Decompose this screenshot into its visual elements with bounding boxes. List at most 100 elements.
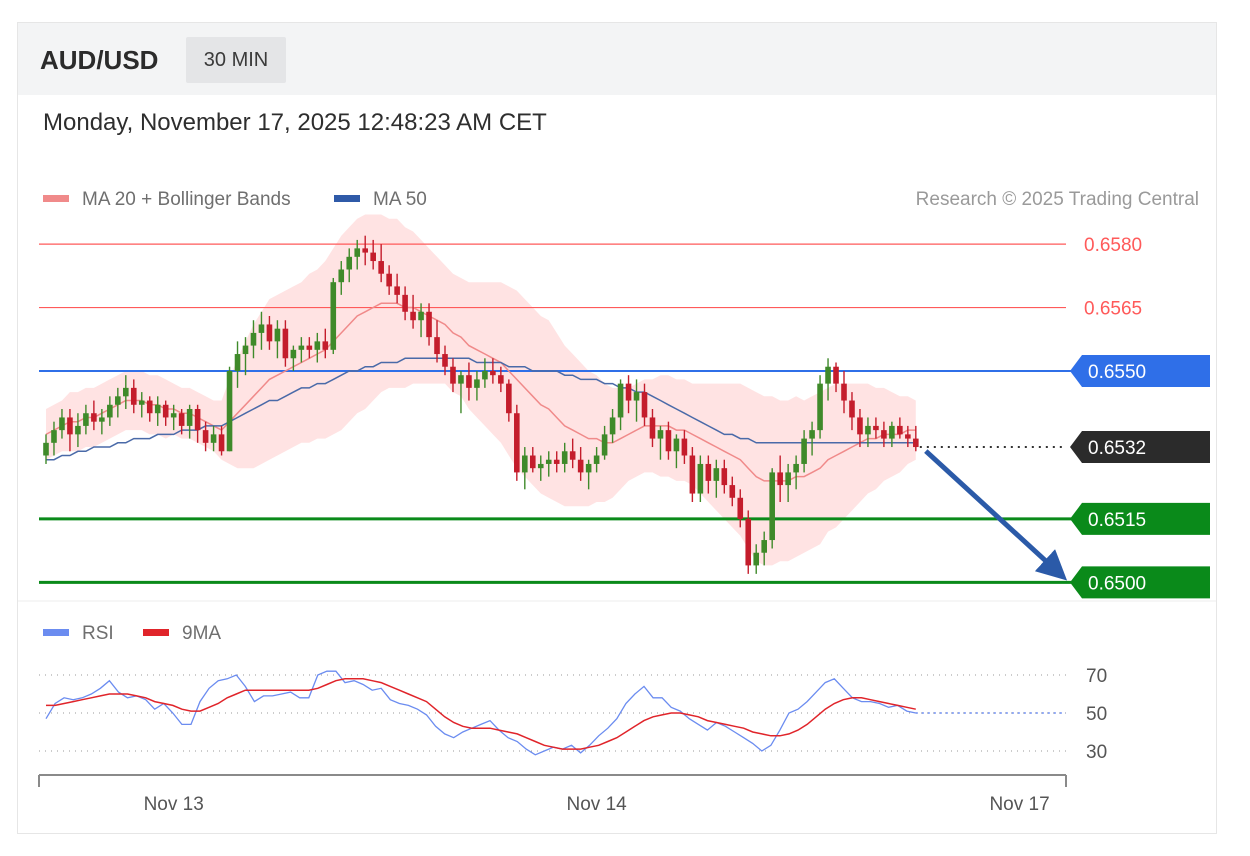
rsi-gridlines: 70 50 30 [39, 666, 1107, 763]
candle [290, 345, 297, 371]
candle [881, 421, 887, 448]
candle [386, 265, 392, 295]
candle [115, 387, 121, 418]
candle [298, 337, 305, 363]
rsi-line [45, 670, 916, 756]
candle [817, 375, 823, 439]
candle [593, 447, 600, 473]
candle [721, 459, 728, 494]
candle [713, 459, 720, 498]
candlesticks [43, 235, 919, 574]
candle [857, 409, 863, 448]
time-axis-label: Nov 14 [567, 794, 628, 815]
candle [178, 409, 185, 435]
candle [370, 239, 376, 270]
candle [442, 345, 448, 376]
candle [338, 261, 345, 295]
candle [306, 337, 313, 359]
candle [617, 379, 624, 431]
candle [266, 316, 273, 350]
candle [138, 392, 145, 418]
candle [322, 328, 329, 359]
forecast-arrow [924, 449, 1068, 581]
candle [849, 392, 855, 431]
candle [889, 421, 895, 448]
candle [330, 277, 337, 355]
candle [218, 425, 225, 456]
candle [633, 379, 640, 422]
candle [186, 404, 193, 439]
candle [202, 421, 209, 452]
candle [402, 286, 408, 321]
candle [569, 438, 576, 469]
candle [833, 362, 839, 393]
level-tag [1070, 502, 1210, 535]
candle [482, 358, 488, 388]
candle [673, 434, 680, 469]
candle [681, 430, 688, 464]
legend-rsi-swatch [43, 629, 69, 636]
candle [689, 447, 696, 502]
legend-ma20-label: MA 20 + Bollinger Bands [82, 189, 291, 210]
candle [354, 239, 361, 270]
rsi-tick-label: 70 [1086, 666, 1107, 687]
level-label: 0.6565 [1084, 299, 1142, 320]
timeframe-badge[interactable]: 30 MIN [186, 37, 286, 83]
price-level-labels: 0.6580 0.6565 0.6550 0.6532 0.6515 0.6500 [1070, 235, 1210, 599]
candle [865, 417, 871, 448]
candle [641, 383, 648, 426]
candle [226, 366, 233, 452]
candle [426, 303, 432, 346]
candle [665, 421, 672, 460]
rsi-tick-label: 50 [1086, 704, 1107, 725]
candle [793, 455, 799, 490]
candle [83, 404, 89, 435]
candle [657, 425, 664, 460]
candle [841, 370, 847, 414]
candle [242, 337, 249, 376]
level-tag [1070, 354, 1210, 387]
legend-ma20-swatch [43, 195, 69, 202]
candle [394, 273, 400, 304]
candle [809, 421, 815, 456]
level-label: 0.6532 [1088, 438, 1146, 459]
time-axis-label: Nov 17 [989, 794, 1049, 815]
candle [274, 320, 281, 359]
chart-header: AUD/USD 30 MIN [18, 23, 1216, 95]
candle [529, 447, 536, 473]
candle [506, 379, 512, 422]
legend-rsi-label: RSI [82, 623, 114, 644]
candle [905, 425, 911, 448]
candle [585, 459, 592, 490]
candle [498, 366, 504, 393]
candle [729, 476, 736, 507]
candle [705, 455, 712, 494]
level-label: 0.6500 [1088, 573, 1146, 594]
chart-canvas: MA 20 + Bollinger Bands MA 50 Research ©… [18, 189, 1216, 815]
legend-9ma-label: 9MA [182, 623, 221, 644]
candle [418, 303, 424, 338]
candle [362, 235, 368, 266]
copyright-text: Research © 2025 Trading Central [916, 189, 1199, 210]
candle [466, 362, 472, 401]
candle [873, 417, 879, 439]
candle [514, 404, 520, 481]
candle [210, 425, 217, 452]
candle [450, 358, 456, 393]
rsi-lines [45, 670, 1066, 756]
candle [162, 400, 169, 426]
candle [434, 320, 440, 363]
candle [410, 294, 416, 329]
candle [51, 421, 57, 456]
candle [761, 531, 767, 566]
candle [913, 425, 919, 452]
candle [490, 358, 496, 384]
candle [737, 489, 744, 528]
candle [234, 341, 241, 388]
candle [745, 510, 752, 574]
candle [609, 409, 616, 443]
legend-ma50-swatch [334, 195, 360, 202]
candle [801, 430, 807, 473]
chart-card: AUD/USD 30 MIN Monday, November 17, 2025… [17, 22, 1217, 834]
candle [777, 455, 783, 502]
